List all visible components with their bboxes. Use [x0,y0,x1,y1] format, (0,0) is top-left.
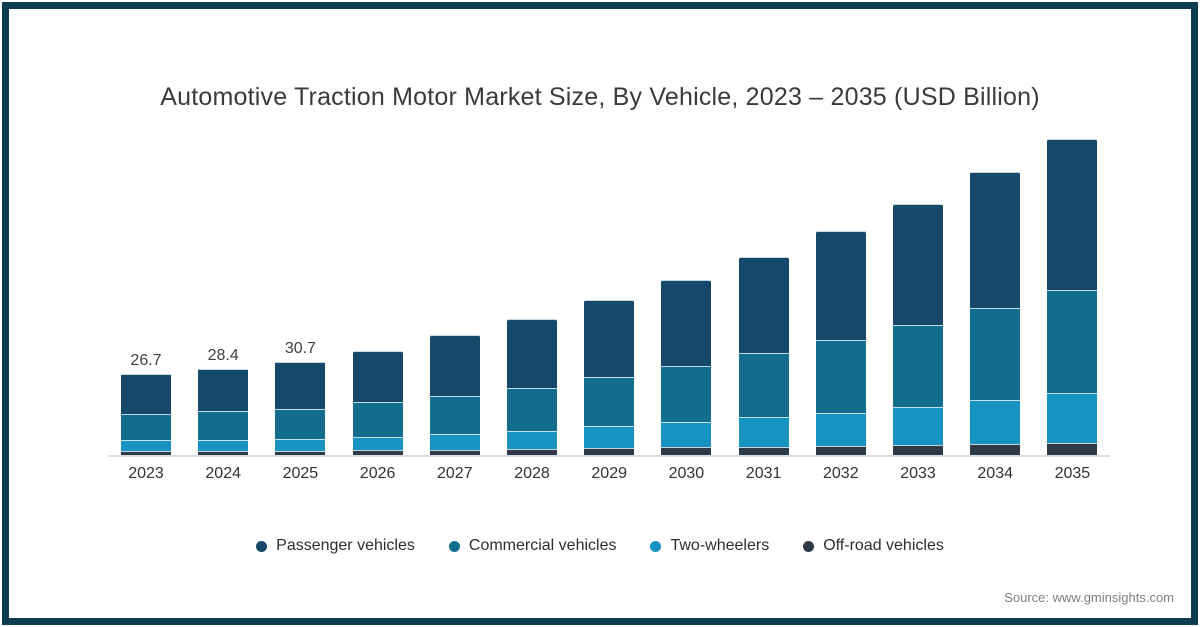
segment-passenger-vehicles-2023[interactable] [121,374,171,415]
segment-commercial-vehicles-2026[interactable] [352,402,403,437]
segment-commercial-vehicles-2023[interactable] [121,414,171,440]
segment-commercial-vehicles-2029[interactable] [584,377,635,426]
segment-off-road-vehicles-2025[interactable] [275,450,326,455]
segment-commercial-vehicles-2035[interactable] [1047,289,1098,393]
legend: Passenger vehicles Commercial vehicles Two… [9,537,1191,555]
source-credit: Source: www.gminsights.com [1004,590,1174,605]
segment-passenger-vehicles-2028[interactable] [507,319,557,389]
bar-2034[interactable] [970,172,1021,455]
legend-item-off-road-vehicles[interactable]: Off-road vehicles [803,537,944,555]
segment-commercial-vehicles-2028[interactable] [507,388,557,431]
segment-two-wheelers-2024[interactable] [198,439,249,452]
segment-off-road-vehicles-2033[interactable] [893,444,943,455]
bar-total-label-2025: 30.7 [284,339,316,357]
segment-commercial-vehicles-2031[interactable] [738,352,789,418]
legend-label: Off-road vehicles [823,537,944,554]
segment-two-wheelers-2033[interactable] [893,407,943,445]
segment-off-road-vehicles-2035[interactable] [1047,442,1098,455]
segment-off-road-vehicles-2028[interactable] [507,448,557,455]
segment-commercial-vehicles-2025[interactable] [275,408,326,439]
segment-two-wheelers-2023[interactable] [121,439,171,452]
legend-dot-icon [256,540,268,552]
segment-passenger-vehicles-2030[interactable] [661,279,712,366]
segment-two-wheelers-2035[interactable] [1047,392,1098,443]
segment-passenger-vehicles-2032[interactable] [815,230,866,340]
segment-commercial-vehicles-2030[interactable] [661,365,712,422]
segment-two-wheelers-2030[interactable] [661,421,712,448]
segment-passenger-vehicles-2024[interactable] [198,368,249,412]
legend-item-commercial-vehicles[interactable]: Commercial vehicles [448,537,617,555]
segment-off-road-vehicles-2024[interactable] [198,451,249,455]
legend-dot-icon [650,540,662,552]
bar-2025[interactable]: 30.7 [275,340,326,455]
segment-commercial-vehicles-2027[interactable] [429,396,480,435]
segment-two-wheelers-2031[interactable] [738,417,789,447]
legend-label: Passenger vehicles [276,537,415,554]
segment-commercial-vehicles-2024[interactable] [198,411,249,440]
x-axis-label-2030: 2030 [668,465,705,482]
bar-total-label-2023: 26.7 [130,352,162,370]
segment-off-road-vehicles-2027[interactable] [429,449,480,455]
bar-total-label-2024: 28.4 [207,346,239,364]
bar-2024[interactable]: 28.4 [198,347,249,455]
x-axis-label-2028: 2028 [514,465,550,482]
segment-off-road-vehicles-2031[interactable] [738,446,789,455]
x-axis-label-2035: 2035 [1054,465,1091,482]
segment-passenger-vehicles-2034[interactable] [970,172,1021,309]
legend-dot-icon [448,540,460,552]
bar-2023[interactable]: 26.7 [121,352,171,455]
bar-2032[interactable] [815,230,866,455]
bar-2027[interactable] [429,335,480,455]
segment-passenger-vehicles-2026[interactable] [352,351,403,403]
x-axis-label-2025: 2025 [282,465,319,482]
x-axis-label-2026: 2026 [359,465,396,482]
bar-2026[interactable] [352,351,403,455]
x-axis-label-2024: 2024 [205,465,241,482]
legend-label: Two-wheelers [670,537,770,554]
segment-two-wheelers-2026[interactable] [352,436,403,451]
segment-off-road-vehicles-2026[interactable] [352,450,403,455]
segment-commercial-vehicles-2033[interactable] [893,325,943,408]
legend-item-passenger-vehicles[interactable]: Passenger vehicles [256,537,415,555]
segment-two-wheelers-2025[interactable] [275,438,326,451]
segment-passenger-vehicles-2025[interactable] [275,361,326,409]
legend-dot-icon [803,540,815,552]
segment-passenger-vehicles-2031[interactable] [738,256,789,353]
segment-commercial-vehicles-2034[interactable] [970,308,1021,401]
bar-2029[interactable] [584,299,635,455]
segment-passenger-vehicles-2027[interactable] [429,335,480,397]
segment-passenger-vehicles-2033[interactable] [893,203,943,326]
segment-two-wheelers-2028[interactable] [507,430,557,449]
chart-title: Automotive Traction Motor Market Size, B… [160,83,1040,111]
bar-2028[interactable] [507,319,557,455]
segment-passenger-vehicles-2035[interactable] [1047,139,1098,290]
legend-label: Commercial vehicles [468,537,617,554]
segment-two-wheelers-2034[interactable] [970,400,1021,444]
segment-two-wheelers-2027[interactable] [429,434,480,450]
x-axis-label-2023: 2023 [128,465,164,482]
segment-passenger-vehicles-2029[interactable] [584,299,635,378]
bar-2031[interactable] [738,256,789,455]
segment-off-road-vehicles-2029[interactable] [584,447,635,455]
segment-two-wheelers-2029[interactable] [584,425,635,448]
x-axis-label-2029: 2029 [591,465,627,482]
x-axis-label-2031: 2031 [745,465,782,482]
x-axis-label-2032: 2032 [823,465,859,482]
plot-area: 26.7 2023 28.4 2024 30.7 2025 2026 2027 2028 2029… [108,134,1110,482]
x-axis-label-2033: 2033 [900,465,936,482]
x-axis-label-2027: 2027 [437,465,473,482]
segment-off-road-vehicles-2032[interactable] [815,445,866,455]
segment-off-road-vehicles-2030[interactable] [661,447,712,455]
segment-off-road-vehicles-2023[interactable] [121,451,171,455]
x-axis-label-2034: 2034 [977,465,1013,482]
bar-2035[interactable] [1047,139,1098,455]
segment-off-road-vehicles-2034[interactable] [970,443,1021,455]
bar-2033[interactable] [893,203,943,455]
segment-two-wheelers-2032[interactable] [815,413,866,446]
legend-item-two-wheelers[interactable]: Two-wheelers [650,537,769,555]
bar-2030[interactable] [661,279,712,455]
segment-commercial-vehicles-2032[interactable] [815,339,866,414]
